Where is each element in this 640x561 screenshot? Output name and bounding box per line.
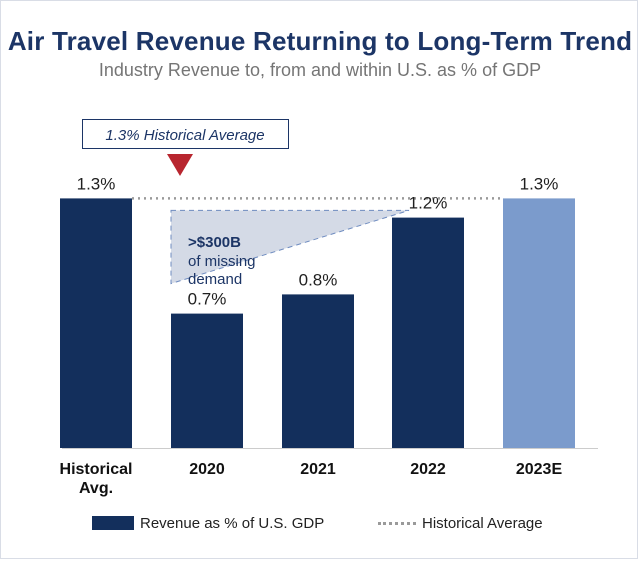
callout-box xyxy=(82,119,289,149)
annotation-text-line-2: demand xyxy=(188,271,242,288)
legend-label-historical-average: Historical Average xyxy=(422,514,543,532)
legend-item-historical-average: Historical Average xyxy=(378,511,543,535)
callout-marker-icon xyxy=(167,154,193,176)
missing-demand-area xyxy=(170,209,410,285)
category-label-1-line-1: Historical xyxy=(60,461,133,478)
value-label-1: 1.3% xyxy=(77,174,116,193)
legend-swatch-revenue xyxy=(92,516,134,530)
legend: Revenue as % of U.S. GDP Historical Aver… xyxy=(0,511,640,535)
bar-2022 xyxy=(392,217,464,448)
category-label-4: 2022 xyxy=(410,461,446,478)
legend-item-revenue: Revenue as % of U.S. GDP xyxy=(92,511,324,535)
chart-title: Air Travel Revenue Returning to Long-Ter… xyxy=(7,26,633,56)
bar-historical-avg xyxy=(60,198,132,448)
legend-swatch-historical-average xyxy=(378,521,416,525)
callout-text: 1.3% Historical Average xyxy=(105,127,264,144)
value-label-5: 1.3% xyxy=(520,174,559,193)
legend-label-revenue: Revenue as % of U.S. GDP xyxy=(140,514,325,532)
bar-2020 xyxy=(171,313,243,448)
category-label-3: 2021 xyxy=(300,461,336,478)
bar-2023e xyxy=(503,198,575,448)
chart-subtitle: Industry Revenue to, from and within U.S… xyxy=(98,60,542,80)
category-label-2: 2020 xyxy=(189,461,225,478)
value-label-3: 0.8% xyxy=(299,270,338,289)
category-label-5: 2023E xyxy=(516,461,563,478)
annotation-text-line-1: of missing xyxy=(188,253,256,270)
annotation-amount: >$300B xyxy=(188,234,241,251)
bar-2021 xyxy=(282,294,354,448)
category-label-1-line-2: Avg. xyxy=(79,480,113,497)
value-label-4: 1.2% xyxy=(409,194,448,213)
value-label-2: 0.7% xyxy=(188,290,227,309)
